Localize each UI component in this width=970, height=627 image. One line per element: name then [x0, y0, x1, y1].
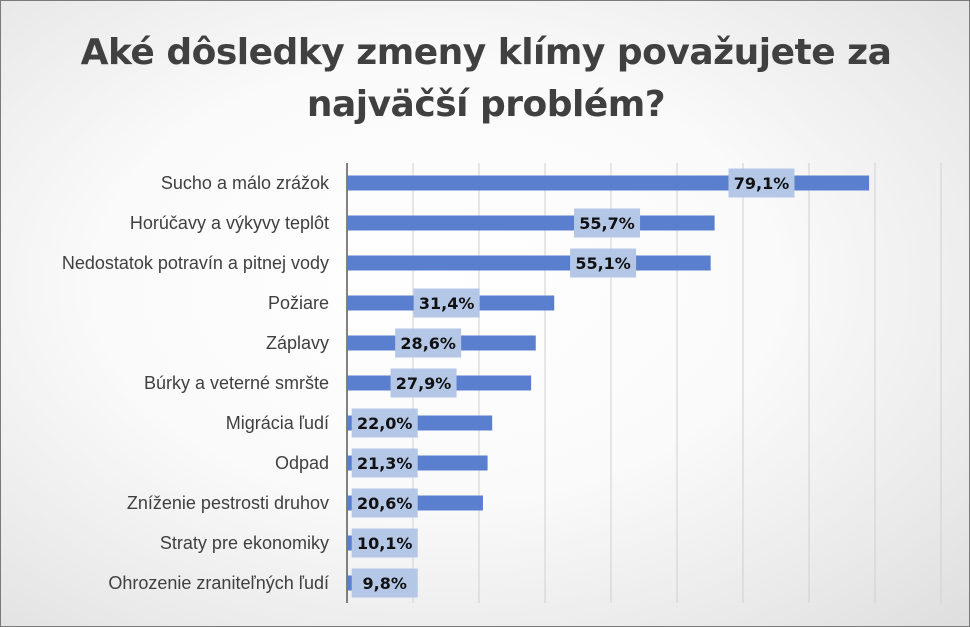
value-label-box	[570, 248, 637, 278]
category-label: Horúčavy a výkyvy teplôt	[130, 213, 329, 233]
value-label-box	[351, 488, 418, 518]
value-label: 21,3%	[357, 454, 413, 473]
category-label: Zníženie pestrosti druhov	[127, 493, 329, 513]
value-label: 10,1%	[357, 534, 413, 553]
value-label-box	[390, 368, 457, 398]
category-label: Búrky a veterné smršte	[144, 373, 329, 393]
value-labels: 79,1% 55,7% 55,1% 31,4% 28,6% 27,9% 22,0% 21,3%…	[351, 168, 795, 598]
value-label-box	[395, 328, 462, 358]
value-label: 31,4%	[419, 294, 475, 313]
category-label: Záplavy	[266, 333, 329, 353]
value-label-box	[413, 288, 480, 318]
bar	[347, 255, 711, 271]
value-label-box	[351, 408, 418, 438]
value-label: 79,1%	[734, 174, 790, 193]
category-label: Sucho a málo zrážok	[161, 173, 330, 193]
value-label: 27,9%	[396, 374, 452, 393]
value-label: 55,7%	[579, 214, 635, 233]
category-labels: Sucho a málo zrážok Horúčavy a výkyvy tep…	[62, 173, 330, 593]
bar	[347, 215, 715, 231]
value-label-box	[351, 528, 418, 558]
value-label: 55,1%	[575, 254, 631, 273]
value-label: 20,6%	[357, 494, 413, 513]
category-label: Odpad	[275, 453, 329, 473]
value-label-box	[574, 208, 641, 238]
category-label: Požiare	[268, 293, 329, 313]
value-label-box	[351, 448, 418, 478]
chart-title: Aké dôsledky zmeny klímy považujete za n…	[80, 32, 892, 125]
category-label: Ohrozenie zraniteľných ľudí	[108, 573, 329, 593]
grid-lines	[346, 163, 942, 603]
value-label: 28,6%	[400, 334, 456, 353]
category-label: Nedostatok potravín a pitnej vody	[62, 253, 329, 273]
category-label: Migrácia ľudí	[226, 413, 329, 433]
value-label-box	[351, 568, 418, 598]
value-label: 9,8%	[363, 574, 407, 593]
value-label-box	[728, 168, 795, 198]
value-label: 22,0%	[357, 414, 413, 433]
category-label: Straty pre ekonomiky	[160, 533, 329, 553]
